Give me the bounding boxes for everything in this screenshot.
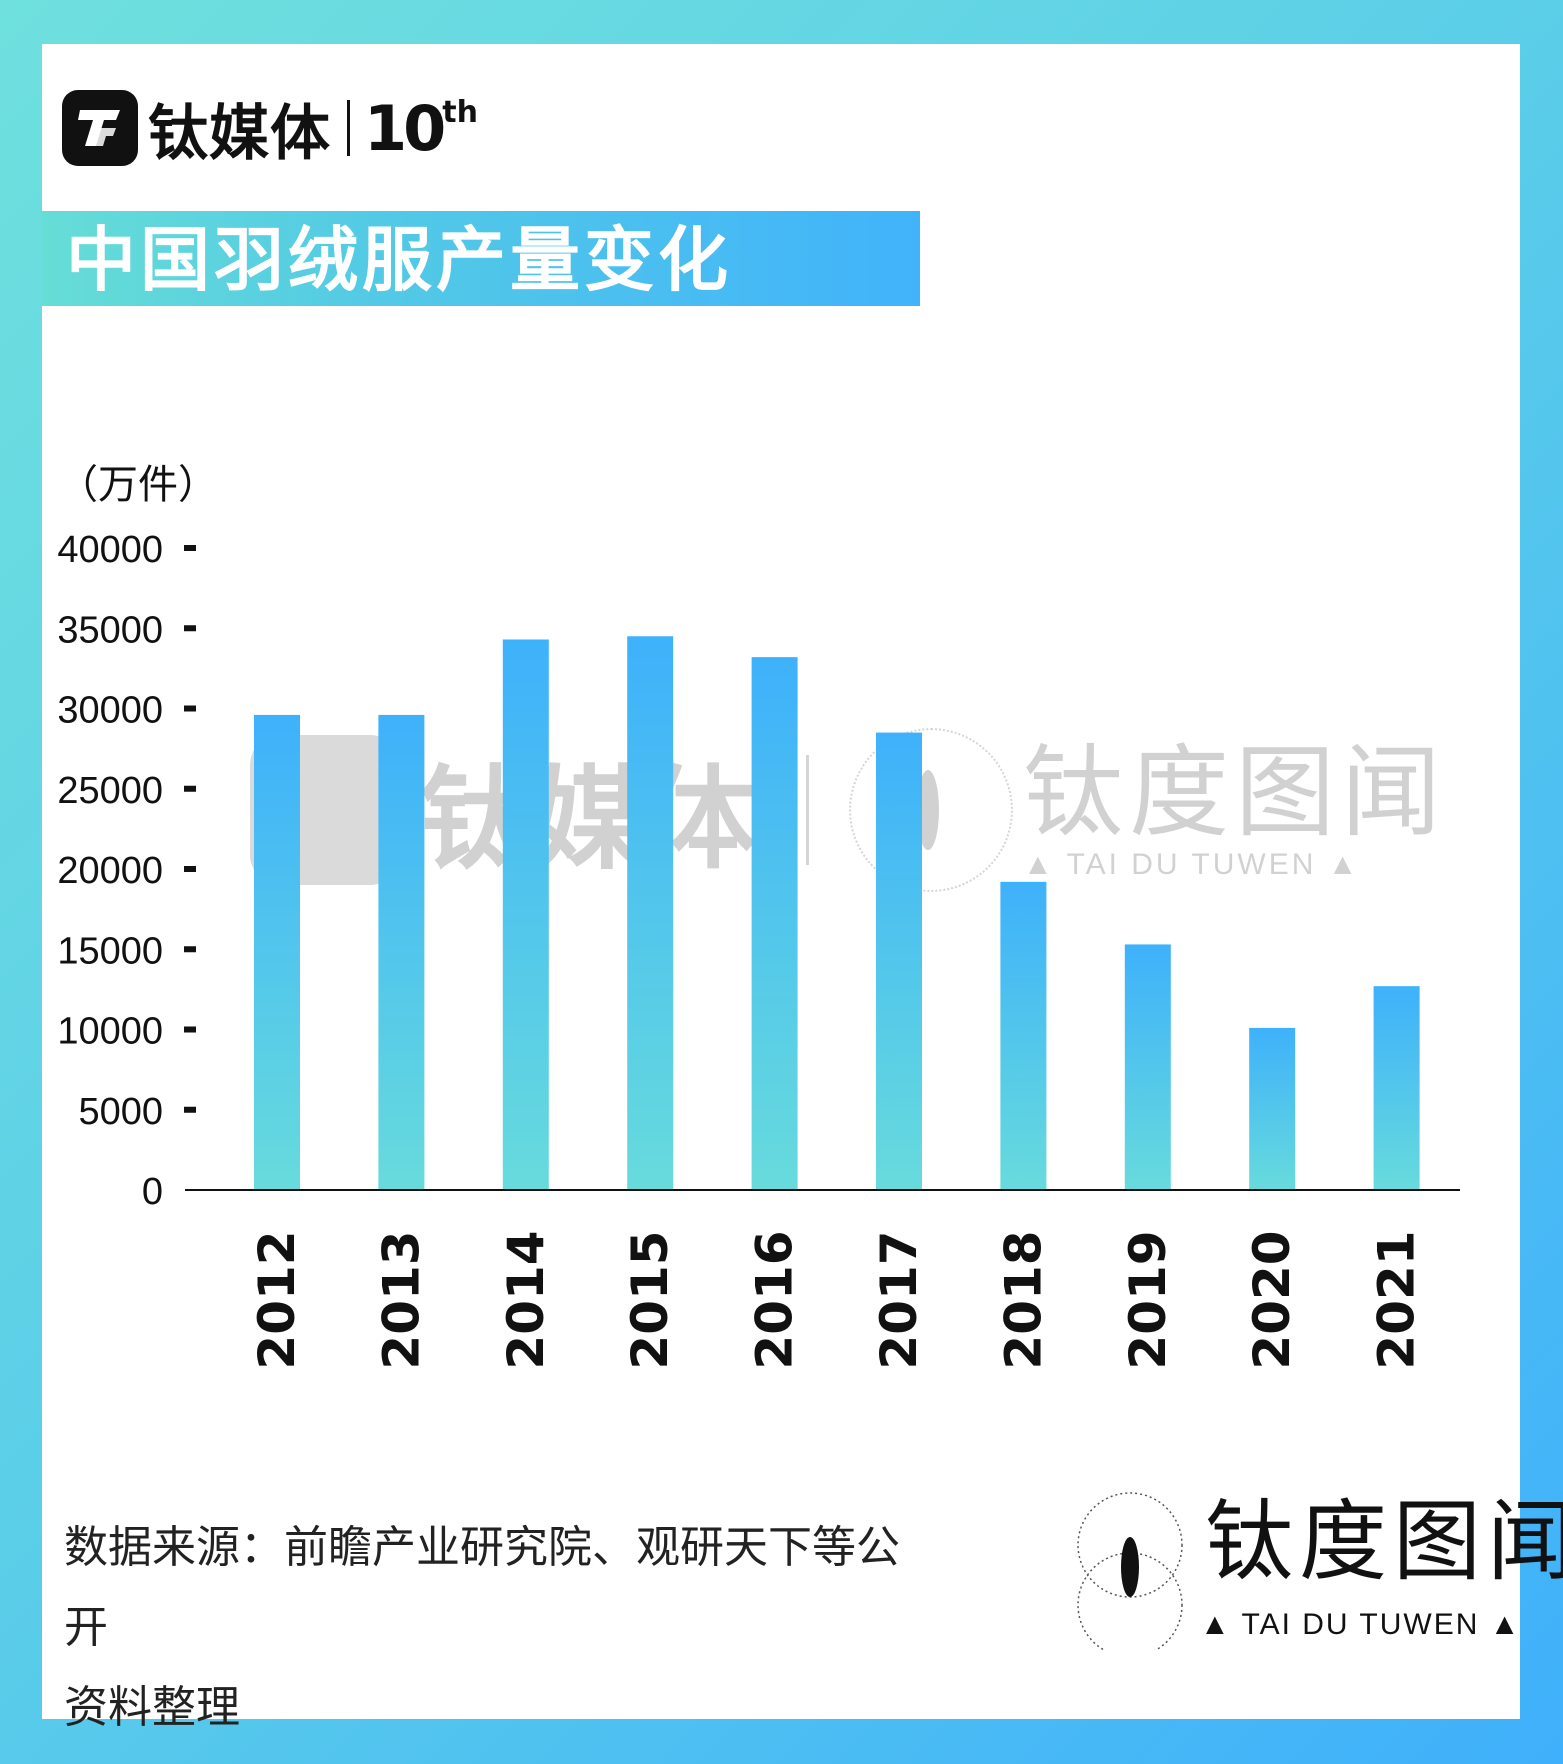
bar-2015	[627, 636, 674, 1190]
y-tick-label: 30000	[57, 690, 163, 732]
anniversary-suffix: th	[442, 94, 478, 130]
bar-2016	[751, 657, 798, 1190]
x-tick-label: 2015	[621, 1230, 679, 1369]
brand-logo-icon	[62, 90, 138, 166]
tf-logo-icon	[78, 110, 120, 146]
y-tick-label: 40000	[57, 529, 163, 571]
y-tick-label: 15000	[57, 930, 163, 972]
y-tick-mark	[184, 946, 196, 953]
bar-2020	[1249, 1027, 1296, 1190]
chart-title: 中国羽绒服产量变化	[66, 219, 732, 301]
brand-name: 钛媒体	[148, 98, 331, 169]
y-tick-mark	[184, 866, 196, 872]
y-tick-label: 35000	[57, 609, 163, 651]
y-tick-label: 20000	[57, 850, 163, 892]
brand-divider	[347, 100, 350, 156]
anniversary-number: 10	[364, 91, 446, 165]
bar-2018	[1000, 881, 1047, 1190]
x-tick-label: 2012	[248, 1230, 306, 1369]
y-axis-unit-label: （万件）	[58, 462, 218, 508]
stamp-en: ▲ TAI DU TUWEN ▲	[1200, 1608, 1522, 1641]
bar-2012	[254, 714, 300, 1190]
data-source-line-1: 数据来源：前瞻产业研究院、观研天下等公开	[64, 1522, 900, 1653]
y-tick-mark	[184, 705, 196, 712]
stamp-cn: 钛度图闻	[1205, 1490, 1563, 1593]
x-tick-label: 2017	[870, 1230, 928, 1369]
y-tick-label: 0	[142, 1171, 163, 1213]
title-bar	[42, 211, 920, 306]
data-source-note: 数据来源：前瞻产业研究院、观研天下等公开 资料整理	[64, 1508, 934, 1748]
y-tick-mark	[184, 785, 196, 792]
y-axis: 0 5000 10000 15000 20000 25000 30000 35000 40000	[57, 529, 196, 1213]
anniversary-badge: 10th	[364, 92, 478, 165]
bar-series	[254, 636, 1420, 1190]
y-tick-mark	[184, 1106, 196, 1113]
y-tick-label: 25000	[57, 770, 163, 812]
x-axis: 2012 2013 2014 2015 2016 2017 2018 2019 2020 2021	[185, 1189, 1460, 1370]
x-tick-label: 2016	[746, 1230, 804, 1369]
bar-2013	[378, 714, 425, 1190]
x-tick-label: 2013	[372, 1230, 430, 1369]
x-tick-label: 2018	[994, 1230, 1052, 1369]
y-tick-mark	[184, 625, 196, 632]
x-tick-label: 2014	[497, 1230, 555, 1369]
bar-2021	[1373, 986, 1420, 1190]
brand-header: 钛媒体 10th	[62, 88, 478, 169]
x-tick-label: 2021	[1368, 1230, 1426, 1369]
y-tick-mark	[184, 1026, 196, 1033]
data-source-line-2: 资料整理	[64, 1682, 240, 1733]
bar-2019	[1124, 944, 1171, 1190]
x-tick-label: 2020	[1243, 1230, 1301, 1369]
bar-2014	[502, 639, 549, 1190]
stamp-eye-icon	[1077, 1492, 1183, 1650]
x-tick-label: 2019	[1119, 1230, 1177, 1369]
y-tick-mark	[184, 545, 196, 551]
bar-2017	[876, 732, 922, 1190]
y-tick-label: 10000	[57, 1011, 163, 1053]
y-tick-label: 5000	[78, 1091, 163, 1133]
